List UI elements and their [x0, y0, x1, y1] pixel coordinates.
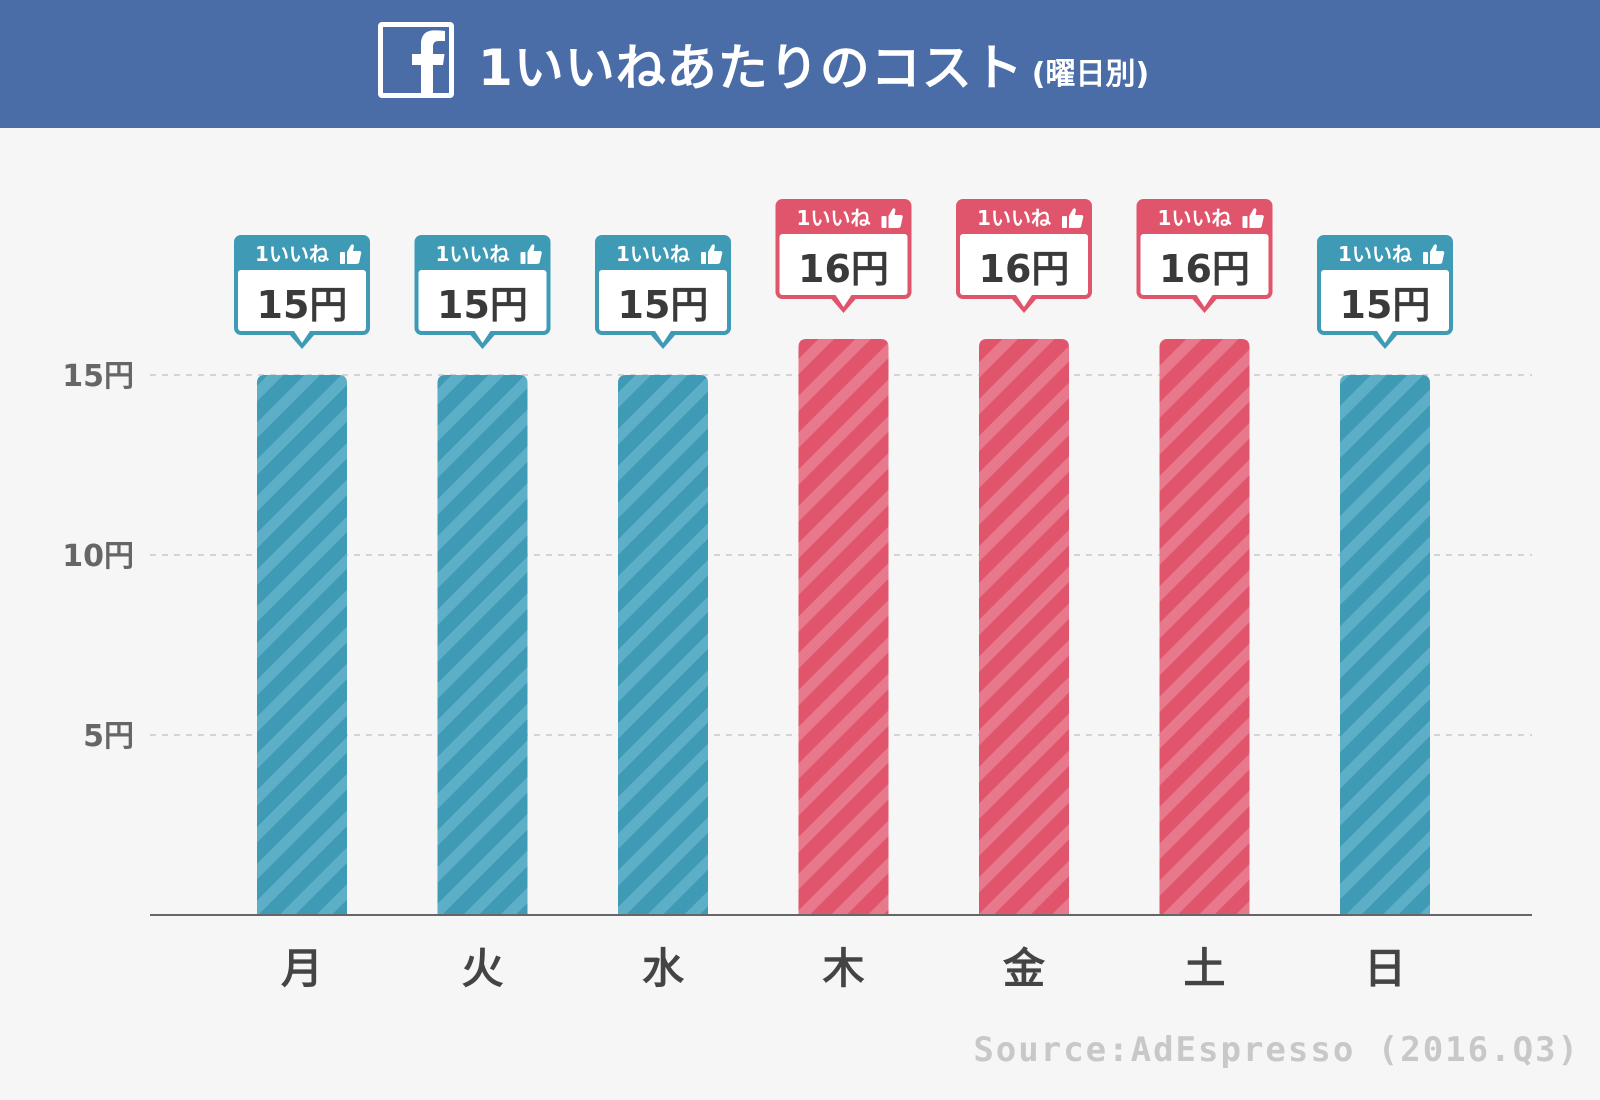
callout-value: 15円 — [437, 283, 528, 327]
value-callout: 1いいね 15円 — [414, 235, 551, 349]
callout-body — [418, 270, 547, 331]
x-tick-label: 水 — [642, 944, 685, 993]
callout-body — [1140, 234, 1269, 295]
bar — [979, 339, 1069, 915]
value-callout: 1いいね 16円 — [956, 199, 1092, 313]
value-callout: 1いいね 16円 — [1136, 199, 1273, 313]
bar-chart: 5円10円15円月火水木金土日 1いいね15円1いいね15円1いいね15円1いい… — [62, 199, 1532, 993]
bar — [798, 339, 889, 915]
callout-heading: 1いいね — [436, 242, 510, 266]
callout-pointer-inner — [294, 331, 310, 343]
callout-value: 15円 — [1340, 283, 1431, 327]
callout-body — [599, 270, 727, 331]
thumbs-up-icon — [881, 208, 903, 228]
callout-heading: 1いいね — [1338, 242, 1412, 266]
value-callout: 1いいね 15円 — [1317, 235, 1453, 349]
header-bar: 1いいねあたりのコスト (曜日別) — [0, 0, 1600, 128]
bar — [1159, 339, 1250, 915]
y-tick-label: 15円 — [62, 359, 134, 394]
source-note: Source:AdEspresso (2016.Q3) — [973, 1030, 1580, 1070]
callout-body — [238, 270, 366, 331]
callout-body — [779, 234, 908, 295]
callout-pointer-inner — [835, 295, 852, 307]
callout-body — [960, 234, 1088, 295]
callout-value: 16円 — [798, 247, 889, 291]
x-tick-label: 日 — [1364, 944, 1406, 993]
callout-heading: 1いいね — [255, 242, 329, 266]
value-callout: 1いいね 15円 — [595, 235, 731, 349]
bar — [1340, 375, 1430, 915]
thumbs-up-icon — [701, 244, 723, 264]
callout-heading: 1いいね — [1158, 206, 1232, 230]
facebook-f-icon — [378, 22, 454, 98]
callout-pointer-inner — [1016, 295, 1032, 307]
bar — [618, 375, 708, 915]
thumbs-up-icon — [520, 244, 542, 264]
value-callout: 1いいね 16円 — [775, 199, 912, 313]
y-tick-label: 10円 — [62, 539, 134, 574]
bar — [437, 375, 528, 915]
callout-body — [1321, 270, 1449, 331]
x-tick-label: 金 — [1002, 944, 1046, 993]
callout-heading: 1いいね — [616, 242, 690, 266]
callout-pointer-inner — [1196, 295, 1213, 307]
thumbs-up-icon — [1062, 208, 1084, 228]
page-subtitle: (曜日別) — [1031, 57, 1150, 92]
callout-heading: 1いいね — [797, 206, 871, 230]
page-title: 1いいねあたりのコスト — [478, 39, 1024, 97]
x-tick-label: 木 — [822, 944, 864, 993]
callout-heading: 1いいね — [977, 206, 1051, 230]
callout-value: 15円 — [618, 283, 709, 327]
thumbs-up-icon — [1242, 208, 1264, 228]
callout-value: 15円 — [257, 283, 348, 327]
callout-pointer-inner — [474, 331, 491, 343]
callout-pointer-inner — [655, 331, 671, 343]
callout-value: 16円 — [979, 247, 1070, 291]
value-callout: 1いいね 15円 — [234, 235, 370, 349]
callout-pointer-inner — [1377, 331, 1393, 343]
y-tick-label: 5円 — [83, 719, 134, 754]
x-tick-label: 火 — [461, 944, 503, 993]
thumbs-up-icon — [340, 244, 362, 264]
bar — [257, 375, 347, 915]
x-tick-label: 土 — [1183, 944, 1225, 993]
thumbs-up-icon — [1423, 244, 1445, 264]
callout-value: 16円 — [1159, 247, 1250, 291]
x-tick-label: 月 — [281, 944, 323, 993]
